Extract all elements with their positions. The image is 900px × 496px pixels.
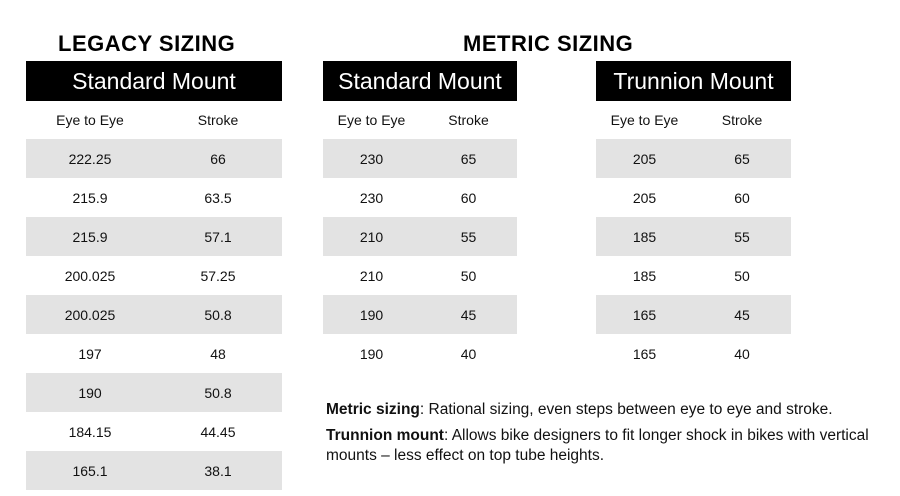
table-row: 215.9 57.1 xyxy=(26,217,282,256)
eye-to-eye-cell: 200.025 xyxy=(64,267,116,284)
eye-to-eye-header: Eye to Eye xyxy=(56,112,124,128)
stroke-cell: 40 xyxy=(734,345,750,362)
note-label: Metric sizing xyxy=(326,401,420,418)
sizing-notes: Metric sizing: Rational sizing, even ste… xyxy=(326,400,896,472)
table-row: 205 65 xyxy=(596,139,791,178)
table-row: 200.025 50.8 xyxy=(26,295,282,334)
stroke-cell: 40 xyxy=(460,345,477,362)
table-row: 205 60 xyxy=(596,178,791,217)
stroke-cell: 55 xyxy=(460,228,477,245)
eye-to-eye-cell: 222.25 xyxy=(68,150,112,167)
table-row: 197 48 xyxy=(26,334,282,373)
stroke-header: Stroke xyxy=(197,112,239,128)
column-headers: Eye to Eye Stroke xyxy=(323,101,517,139)
eye-to-eye-cell: 230 xyxy=(359,189,384,206)
table-row: 210 50 xyxy=(323,256,517,295)
table-title: Standard Mount xyxy=(26,61,282,101)
table-row: 222.25 66 xyxy=(26,139,282,178)
eye-to-eye-header: Eye to Eye xyxy=(337,112,406,128)
eye-to-eye-cell: 210 xyxy=(359,267,384,284)
eye-to-eye-cell: 185 xyxy=(632,228,657,245)
note-text: : Allows bike designers to fit longer sh… xyxy=(326,427,869,464)
eye-to-eye-cell: 165 xyxy=(632,345,657,362)
eye-to-eye-cell: 185 xyxy=(632,267,657,284)
table-title: Standard Mount xyxy=(323,61,517,101)
eye-to-eye-cell: 210 xyxy=(359,228,384,245)
eye-to-eye-cell: 190 xyxy=(78,384,102,401)
eye-to-eye-cell: 190 xyxy=(359,345,384,362)
column-headers: Eye to Eye Stroke xyxy=(26,101,282,139)
table-row: 215.9 63.5 xyxy=(26,178,282,217)
eye-to-eye-cell: 190 xyxy=(359,306,384,323)
stroke-cell: 57.1 xyxy=(204,228,232,245)
metric-sizing-heading: METRIC SIZING xyxy=(463,31,634,56)
table-row: 230 60 xyxy=(323,178,517,217)
eye-to-eye-cell: 215.9 xyxy=(72,189,108,206)
eye-to-eye-header: Eye to Eye xyxy=(610,112,679,128)
stroke-cell: 50 xyxy=(460,267,477,284)
stroke-cell: 45 xyxy=(460,306,477,323)
stroke-cell: 50.8 xyxy=(204,384,232,401)
eye-to-eye-cell: 230 xyxy=(359,150,384,167)
stroke-cell: 63.5 xyxy=(204,189,232,206)
metric-trunnion-mount-table: Trunnion Mount Eye to Eye Stroke 205 65 205 60… xyxy=(596,61,791,373)
table-row: 185 55 xyxy=(596,217,791,256)
table-row: 210 55 xyxy=(323,217,517,256)
table-row: 230 65 xyxy=(323,139,517,178)
table-row: 200.025 57.25 xyxy=(26,256,282,295)
stroke-cell: 65 xyxy=(460,150,477,167)
legacy-standard-mount-table: Standard Mount Eye to Eye Stroke 222.25 66 21… xyxy=(26,61,282,490)
stroke-cell: 45 xyxy=(734,306,750,323)
stroke-cell: 55 xyxy=(734,228,750,245)
stroke-header: Stroke xyxy=(721,112,763,128)
eye-to-eye-cell: 200.025 xyxy=(64,306,116,323)
table-row: 184.15 44.45 xyxy=(26,412,282,451)
table-title: Trunnion Mount xyxy=(596,61,791,101)
stroke-cell: 60 xyxy=(460,189,477,206)
table-row: 165.1 38.1 xyxy=(26,451,282,490)
stroke-cell: 44.45 xyxy=(200,423,236,440)
stroke-cell: 65 xyxy=(734,150,750,167)
table-row: 165 40 xyxy=(596,334,791,373)
table-row: 185 50 xyxy=(596,256,791,295)
note-label: Trunnion mount xyxy=(326,427,444,444)
stroke-cell: 66 xyxy=(210,150,226,167)
stroke-header: Stroke xyxy=(448,112,489,128)
table-row: 190 45 xyxy=(323,295,517,334)
stroke-cell: 50.8 xyxy=(204,306,232,323)
trunnion-mount-note: Trunnion mount: Allows bike designers to… xyxy=(326,426,896,466)
metric-standard-mount-table: Standard Mount Eye to Eye Stroke 230 65 230 60… xyxy=(323,61,517,373)
stroke-cell: 38.1 xyxy=(204,462,232,479)
eye-to-eye-cell: 205 xyxy=(632,189,657,206)
table-row: 190 40 xyxy=(323,334,517,373)
note-text: : Rational sizing, even steps between ey… xyxy=(419,401,833,418)
stroke-cell: 60 xyxy=(734,189,750,206)
eye-to-eye-cell: 184.15 xyxy=(68,423,112,440)
stroke-cell: 48 xyxy=(210,345,226,362)
eye-to-eye-cell: 165 xyxy=(632,306,657,323)
legacy-sizing-heading: LEGACY SIZING xyxy=(58,31,236,56)
eye-to-eye-cell: 197 xyxy=(78,345,102,362)
stroke-cell: 57.25 xyxy=(200,267,236,284)
table-row: 165 45 xyxy=(596,295,791,334)
table-row: 190 50.8 xyxy=(26,373,282,412)
eye-to-eye-cell: 215.9 xyxy=(72,228,108,245)
column-headers: Eye to Eye Stroke xyxy=(596,101,791,139)
metric-sizing-note: Metric sizing: Rational sizing, even ste… xyxy=(326,400,896,420)
stroke-cell: 50 xyxy=(734,267,750,284)
eye-to-eye-cell: 205 xyxy=(632,150,657,167)
eye-to-eye-cell: 165.1 xyxy=(72,462,108,479)
